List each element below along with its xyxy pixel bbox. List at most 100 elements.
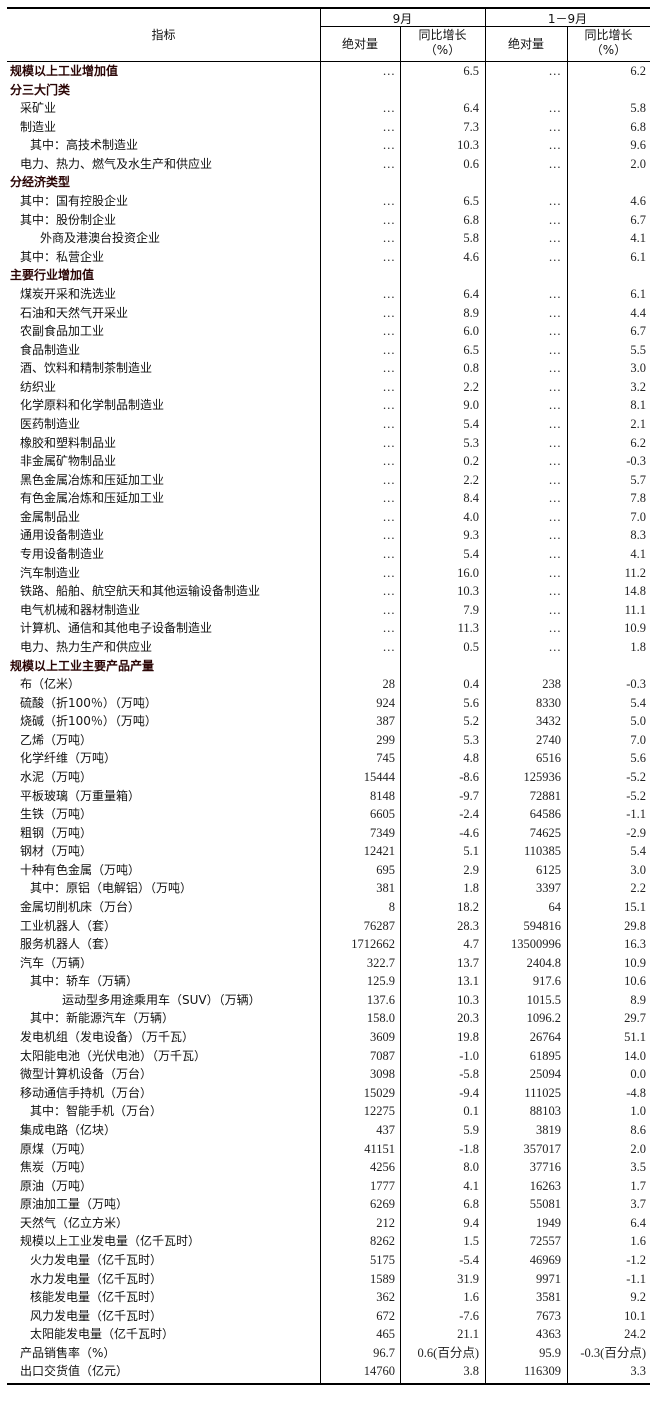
- cell-sep-yoy: -7.6: [459, 1308, 479, 1323]
- cell-ytd-absolute: 6516: [536, 751, 561, 766]
- cell-sep-yoy: 11.3: [457, 621, 479, 636]
- row-label: 外商及港澳台投资企业: [40, 231, 161, 246]
- cell-ytd-yoy: 5.5: [630, 342, 646, 357]
- cell-ytd-absolute: 26764: [529, 1030, 561, 1045]
- cell-sep-absolute: 8: [388, 900, 395, 915]
- cell-sep-yoy: 9.4: [463, 1215, 479, 1230]
- cell-ytd-absolute: 64: [548, 900, 562, 915]
- cell-sep-yoy: -9.7: [459, 788, 479, 803]
- cell-sep-yoy: 9.0: [463, 398, 479, 413]
- cell-ytd-absolute: …: [548, 64, 562, 78]
- cell-sep-yoy: 1.6: [463, 1290, 479, 1305]
- cell-ytd-yoy: -0.3: [626, 454, 646, 469]
- cell-sep-absolute: …: [382, 324, 396, 339]
- header-indicator: 指标: [151, 28, 176, 42]
- row-label: 专用设备制造业: [20, 547, 105, 562]
- row-label: 水力发电量（亿千瓦时）: [30, 1271, 163, 1286]
- table-row: 汽车制造业 … 16.0 … 11.2: [7, 564, 650, 583]
- table-row: 规模以上工业主要产品产量: [7, 657, 650, 676]
- row-label: 硫酸（折100％）（万吨）: [20, 695, 157, 710]
- cell-ytd-yoy: 10.9: [624, 621, 646, 636]
- cell-sep-absolute: …: [382, 602, 396, 617]
- cell-ytd-absolute: …: [548, 416, 562, 431]
- cell-ytd-yoy: -0.3(百分点): [580, 1345, 646, 1360]
- cell-ytd-yoy: 4.1: [630, 547, 646, 562]
- row-label: 煤炭开采和洗选业: [20, 286, 117, 301]
- row-label: 电气机械和器材制造业: [20, 602, 141, 617]
- cell-ytd-absolute: 61895: [529, 1048, 561, 1063]
- cell-sep-absolute: …: [382, 212, 396, 227]
- cell-ytd-absolute: 357017: [523, 1141, 562, 1156]
- cell-sep-yoy: 5.8: [463, 231, 479, 246]
- cell-ytd-absolute: …: [548, 639, 562, 654]
- cell-ytd-yoy: 7.8: [630, 491, 646, 506]
- cell-sep-yoy: 13.7: [457, 955, 479, 970]
- cell-ytd-absolute: 2404.8: [526, 955, 561, 970]
- cell-ytd-absolute: 594816: [523, 918, 562, 933]
- header-yoy-1-l1: 同比增长: [418, 28, 467, 42]
- cell-ytd-absolute: 95.9: [539, 1345, 561, 1360]
- cell-ytd-absolute: 116309: [523, 1364, 561, 1379]
- table-row: 规模以上工业发电量（亿千瓦时） 8262 1.5 72557 1.6: [7, 1232, 650, 1251]
- cell-ytd-absolute: …: [548, 398, 562, 413]
- cell-ytd-absolute: …: [548, 454, 562, 469]
- cell-sep-absolute: …: [382, 361, 396, 376]
- cell-ytd-yoy: -1.1: [626, 1271, 646, 1286]
- cell-sep-absolute: 96.7: [373, 1345, 395, 1360]
- cell-ytd-absolute: …: [548, 547, 562, 562]
- table-row: 风力发电量（亿千瓦时） 672 -7.6 7673 10.1: [7, 1307, 650, 1326]
- table-row: 其中：高技术制造业 … 10.3 … 9.6: [7, 136, 650, 155]
- cell-sep-absolute: 12275: [363, 1104, 395, 1119]
- cell-ytd-yoy: 3.2: [630, 379, 646, 394]
- cell-ytd-absolute: …: [548, 565, 562, 580]
- cell-ytd-absolute: 1949: [536, 1215, 561, 1230]
- row-label: 主要行业增加值: [10, 268, 95, 283]
- cell-ytd-absolute: …: [548, 528, 562, 543]
- row-label: 计算机、通信和其他电子设备制造业: [20, 621, 213, 636]
- cell-sep-absolute: 5175: [370, 1253, 395, 1267]
- cell-sep-yoy: 4.0: [463, 509, 479, 524]
- cell-ytd-yoy: 2.2: [630, 881, 646, 896]
- table-row: 原油加工量（万吨） 6269 6.8 55081 3.7: [7, 1195, 650, 1214]
- cell-ytd-yoy: 11.2: [624, 565, 646, 580]
- table-row: 微型计算机设备（万台） 3098 -5.8 25094 0.0: [7, 1065, 650, 1084]
- cell-sep-yoy: 4.6: [463, 249, 479, 264]
- table-row: 食品制造业 … 6.5 … 5.5: [7, 341, 650, 360]
- row-label: 化学原料和化学制品制造业: [20, 398, 165, 413]
- table-row: 钢材（万吨） 12421 5.1 110385 5.4: [7, 842, 650, 861]
- row-label: 电力、热力生产和供应业: [20, 639, 153, 654]
- cell-ytd-absolute: 37716: [529, 1160, 561, 1175]
- row-label: 核能发电量（亿千瓦时）: [30, 1290, 163, 1305]
- table-row: 采矿业 … 6.4 … 5.8: [7, 99, 650, 118]
- cell-sep-absolute: …: [382, 101, 396, 116]
- row-label: 橡胶和塑料制品业: [20, 435, 117, 450]
- row-label: 产品销售率（%）: [20, 1345, 116, 1360]
- table-row: 制造业 … 7.3 … 6.8: [7, 118, 650, 137]
- cell-sep-absolute: …: [382, 398, 396, 413]
- table-row: 硫酸（折100％）（万吨） 924 5.6 8330 5.4: [7, 694, 650, 713]
- cell-ytd-yoy: 5.4: [630, 695, 646, 710]
- table-row: 平板玻璃（万重量箱） 8148 -9.7 72881 -5.2: [7, 787, 650, 806]
- cell-sep-yoy: -1.0: [459, 1048, 479, 1063]
- row-label: 其中：国有控股企业: [20, 194, 129, 209]
- cell-ytd-absolute: 13500996: [511, 937, 561, 952]
- cell-ytd-yoy: 6.1: [630, 249, 646, 264]
- cell-sep-yoy: 6.5: [463, 194, 479, 209]
- cell-ytd-absolute: 4363: [536, 1327, 561, 1342]
- cell-sep-absolute: …: [382, 156, 396, 171]
- cell-ytd-yoy: 1.7: [630, 1178, 646, 1193]
- cell-ytd-absolute: …: [548, 119, 562, 134]
- cell-sep-yoy: 5.2: [463, 714, 479, 729]
- cell-ytd-absolute: …: [548, 305, 562, 320]
- cell-ytd-yoy: 3.5: [630, 1160, 646, 1175]
- table-row: 分经济类型: [7, 173, 650, 192]
- cell-ytd-yoy: 16.3: [624, 937, 646, 952]
- cell-sep-absolute: 4256: [370, 1160, 395, 1175]
- cell-sep-absolute: 1712662: [351, 937, 395, 952]
- row-label: 其中：高技术制造业: [30, 138, 139, 153]
- row-label: 集成电路（亿块）: [20, 1122, 117, 1137]
- cell-ytd-absolute: 1015.5: [526, 992, 561, 1007]
- cell-ytd-yoy: 7.0: [630, 732, 646, 747]
- cell-ytd-absolute: …: [548, 621, 562, 636]
- cell-sep-yoy: 18.2: [457, 900, 479, 915]
